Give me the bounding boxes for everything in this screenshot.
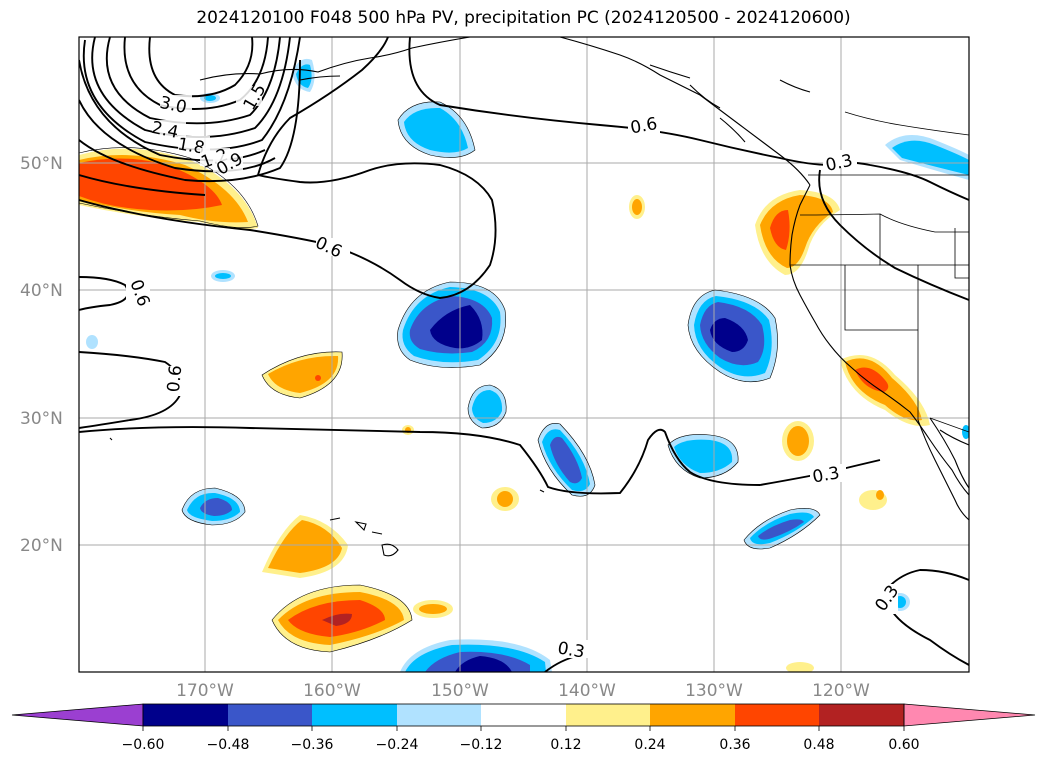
anomaly-blob [760,195,833,268]
anomaly-outlines [79,101,821,653]
colorbar-tick-label: 0.12 [550,737,581,753]
negative-anomaly-blobs [86,58,969,672]
pv-contour [79,37,497,299]
coastlines [109,37,969,557]
colorbar-tick-label: −0.36 [291,737,334,753]
anomaly-blob [200,498,232,516]
anomaly-blob [268,520,342,573]
pv-contour [818,169,969,301]
pv-contour [408,37,969,201]
anomaly-blob [404,107,468,153]
lon-label: 160°W [303,681,361,701]
pv-contour [148,37,254,98]
latitude-labels: 50°N 40°N 30°N 20°N [20,154,63,556]
pv-contour [79,99,276,173]
anomaly-blob [674,439,733,473]
anomaly-blob [322,613,352,626]
colorbar-tick-label: 0.48 [803,737,834,753]
colorbar-segment [650,704,735,726]
lon-label: 170°W [176,681,234,701]
colorbar-segment [397,704,481,726]
lon-label: 130°W [685,681,743,701]
lat-label: 20°N [20,536,63,556]
pv-contours [79,37,969,672]
colorbar-extend-low [11,703,144,727]
map-title: 2024120100 F048 500 hPa PV, precipitatio… [196,8,851,28]
anomaly-blob [268,355,339,393]
colorbar-segment [819,704,904,726]
pv-contour [79,59,301,183]
plot-area: 3.0 2.4 1.8 1.2 0.9 1.5 0.6 0.6 0.6 0.6 … [79,37,969,672]
contour-label: 0.3 [811,463,841,487]
longitude-labels: 170°W 160°W 150°W 140°W 130°W 120°W [176,681,870,701]
colorbar-tick-label: 0.24 [634,737,665,753]
anomaly-blob [455,656,512,672]
lat-label: 30°N [20,409,63,429]
political-borders [790,111,969,433]
colorbar-segment [312,704,397,726]
colorbar-segment [228,704,312,726]
anomaly-blob [710,318,748,352]
anomaly-blob [430,305,483,349]
anomaly-blob [472,390,503,423]
colorbar-tick-label: −0.24 [376,737,419,753]
plot-frame [78,36,970,673]
pv-contour [105,37,281,125]
colorbar: −0.60 −0.48 −0.36 −0.24 −0.12 0.12 0.24 … [11,703,1036,753]
lat-label: 50°N [20,154,63,174]
contour-labels: 3.0 2.4 1.8 1.2 0.9 1.5 0.6 0.6 0.6 0.6 … [125,80,903,662]
lat-label: 40°N [20,281,63,301]
colorbar-segment [143,704,228,726]
colorbar-tick-label: 0.60 [888,737,919,753]
lon-label: 140°W [558,681,616,701]
positive-anomaly-blobs [79,148,930,672]
colorbar-tick-label: −0.60 [122,737,165,753]
colorbar-tick-label: −0.48 [207,737,250,753]
anomaly-blob [79,158,222,211]
anomaly-blob [855,367,889,392]
contour-label: 0.6 [164,364,186,393]
pv-contour [79,426,881,495]
pv-contour [889,607,969,666]
anomaly-blob [770,210,790,250]
colorbar-segment [735,704,819,726]
contour-label: 0.6 [629,114,659,138]
lon-label: 150°W [431,681,489,701]
pv-contour [123,37,269,110]
contour-label: 0.3 [556,638,586,662]
colorbar-extend-high [903,703,1036,727]
anomaly-blob [758,519,804,540]
pv-contour [79,174,206,196]
anomaly-blob [550,436,582,484]
colorbar-tick-label: 0.36 [719,737,750,753]
lon-label: 120°W [812,681,870,701]
colorbar-segment [481,704,566,726]
colorbar-segment [566,704,650,726]
colorbar-tick-label: −0.12 [460,737,503,753]
anomaly-blob [892,140,969,175]
